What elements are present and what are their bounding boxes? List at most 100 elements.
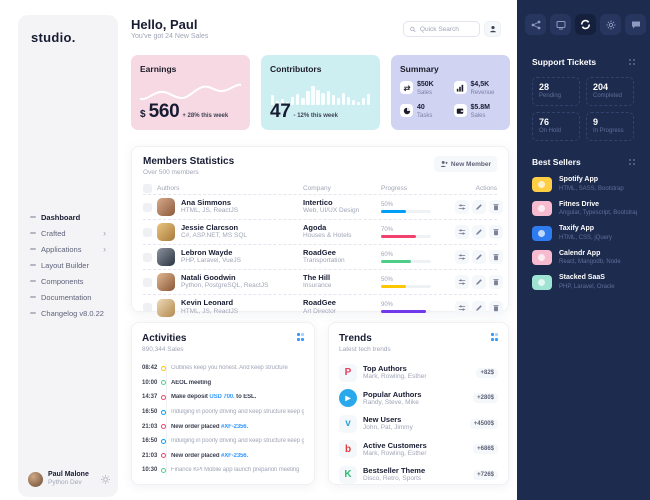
telegram-icon: ▸ (339, 389, 357, 408)
row-edit-button[interactable] (472, 300, 486, 315)
summary-stat: $5.8M Sales (453, 104, 502, 120)
earnings-value: 560 (148, 101, 180, 122)
dash-icon (30, 248, 36, 250)
pencil-icon (476, 304, 482, 311)
user-settings-button[interactable] (101, 474, 110, 484)
product-thumbnail (532, 201, 552, 217)
add-user-icon (440, 160, 448, 168)
activity-link[interactable]: USD 700. (209, 394, 235, 401)
contributors-card[interactable]: Contributors 47 - 12% this week (261, 55, 380, 130)
currency-symbol: $ (140, 109, 146, 120)
sidebar-item-applications[interactable]: Applications › (18, 241, 118, 257)
row-settings-button[interactable] (455, 225, 469, 239)
plurk-icon: P (339, 363, 357, 382)
avatar (157, 273, 175, 291)
share-button[interactable] (525, 14, 546, 35)
pie-icon (403, 106, 411, 114)
section-title: Best Sellers (532, 157, 581, 167)
section-title: Activities (142, 333, 187, 344)
bullet-icon (161, 424, 166, 430)
summary-card[interactable]: Summary $50K Sales $4,5K Revenue 40 Tasks (391, 55, 510, 130)
row-checkbox[interactable] (143, 277, 152, 287)
list-item: Calendr App React, Mangodb, Node (532, 250, 635, 267)
sidebar-user: Paul Malone Python Dev (28, 471, 110, 487)
ticket-stat: 28 Pending (532, 77, 580, 106)
product-thumbnail (532, 176, 552, 192)
table-row: Kevin Leonard HTML, JS, ReactJS RoadGee Ar… (143, 295, 503, 320)
sync-button[interactable] (575, 14, 596, 35)
chart-icon (456, 84, 464, 92)
author-name[interactable]: Natali Goodwin (181, 272, 236, 282)
sidebar-item-changelog[interactable]: Changelog v8.0.22 (18, 305, 118, 321)
apps-grid-icon[interactable] (490, 333, 498, 341)
search-input[interactable] (419, 25, 473, 33)
menu-dots-icon[interactable] (628, 58, 635, 66)
row-checkbox[interactable] (143, 227, 152, 237)
row-delete-button[interactable] (489, 200, 503, 214)
row-edit-button[interactable] (472, 275, 486, 289)
list-item: P Top Authors Mark, Rowling, Esther +82$ (339, 360, 498, 386)
sidebar-item-dashboard[interactable]: Dashboard (18, 209, 118, 225)
apps-grid-icon[interactable] (296, 333, 304, 341)
author-name[interactable]: Jessie Clarcson (181, 222, 239, 232)
select-all-checkbox[interactable] (143, 183, 152, 193)
right-sidebar: Support Tickets 28 Pending 204 Completed 7… (517, 0, 650, 500)
activity-item: 10:00 AEOL meeting (142, 379, 212, 386)
slides-button[interactable] (550, 14, 571, 35)
activity-link[interactable]: #XF-2356. (220, 452, 249, 459)
header-user-button[interactable] (484, 21, 501, 37)
company-name: RoadGee (303, 298, 336, 308)
row-delete-button[interactable] (489, 275, 503, 289)
row-checkbox[interactable] (143, 202, 152, 212)
row-settings-button[interactable] (455, 200, 469, 214)
pencil-icon (476, 204, 482, 210)
gear-icon (606, 20, 615, 29)
list-item: Taxify App HTML, CSS, jQuery (532, 225, 635, 242)
row-delete-button[interactable] (489, 225, 503, 239)
sidebar-item-crafted[interactable]: Crafted › (18, 225, 118, 241)
ticket-stat: 204 Completed (586, 77, 634, 106)
row-settings-button[interactable] (455, 250, 469, 264)
author-name[interactable]: Lebron Wayde (181, 247, 233, 257)
row-settings-button[interactable] (455, 275, 469, 289)
row-checkbox[interactable] (143, 303, 152, 312)
activity-timeline: 08:42 Outlines keep you honest. And keep … (142, 361, 304, 478)
menu-dots-icon[interactable] (628, 158, 635, 166)
row-delete-button[interactable] (489, 300, 503, 315)
row-edit-button[interactable] (472, 225, 486, 239)
dash-icon (30, 264, 36, 266)
page-subtitle: You've got 24 New Sales (131, 33, 209, 40)
best-sellers: Spotify App HTML, SASS, Bootstrap Fitnes … (532, 176, 637, 291)
list-item: b Active Customers Mark, Rowling, Esther … (339, 437, 498, 463)
support-tickets: 28 Pending 204 Completed 76 On Hold 9 In Pro… (532, 77, 635, 141)
row-edit-button[interactable] (472, 200, 486, 214)
row-delete-button[interactable] (489, 250, 503, 264)
sidebar-item-components[interactable]: Components (18, 273, 118, 289)
summary-stat: $4,5K Revenue (453, 81, 502, 97)
right-toolbar (517, 0, 650, 35)
activity-link[interactable]: #XF-2356. (220, 423, 249, 430)
sidebar-item-documentation[interactable]: Documentation (18, 289, 118, 305)
sidebar-item-layout-builder[interactable]: Layout Builder (18, 257, 118, 273)
list-item: Spotify App HTML, SASS, Bootstrap (532, 176, 635, 193)
main-nav: Dashboard Crafted › Applications › Layou… (18, 209, 118, 321)
kickstarter-icon: K (339, 465, 357, 484)
sliders-icon (458, 204, 466, 210)
row-settings-button[interactable] (455, 300, 469, 315)
progress-bar (381, 284, 431, 288)
avatar (157, 248, 175, 266)
slides-icon (556, 20, 565, 29)
author-name[interactable]: Ana Simmons (181, 197, 232, 207)
earnings-card[interactable]: Earnings $ 560 + 28% this week (131, 55, 250, 130)
trash-icon (493, 304, 499, 311)
author-name[interactable]: Kevin Leonard (181, 298, 234, 308)
members-statistics-card: Members Statistics Over 500 members New … (131, 146, 509, 317)
new-member-button[interactable]: New Member (433, 156, 497, 172)
settings-button[interactable] (600, 14, 621, 35)
sync-icon (403, 84, 410, 91)
list-item: K Bestseller Theme Disco, Retro, Sports +… (339, 462, 498, 488)
row-checkbox[interactable] (143, 252, 152, 262)
sliders-icon (458, 279, 466, 285)
chat-button[interactable] (625, 14, 646, 35)
row-edit-button[interactable] (472, 250, 486, 264)
